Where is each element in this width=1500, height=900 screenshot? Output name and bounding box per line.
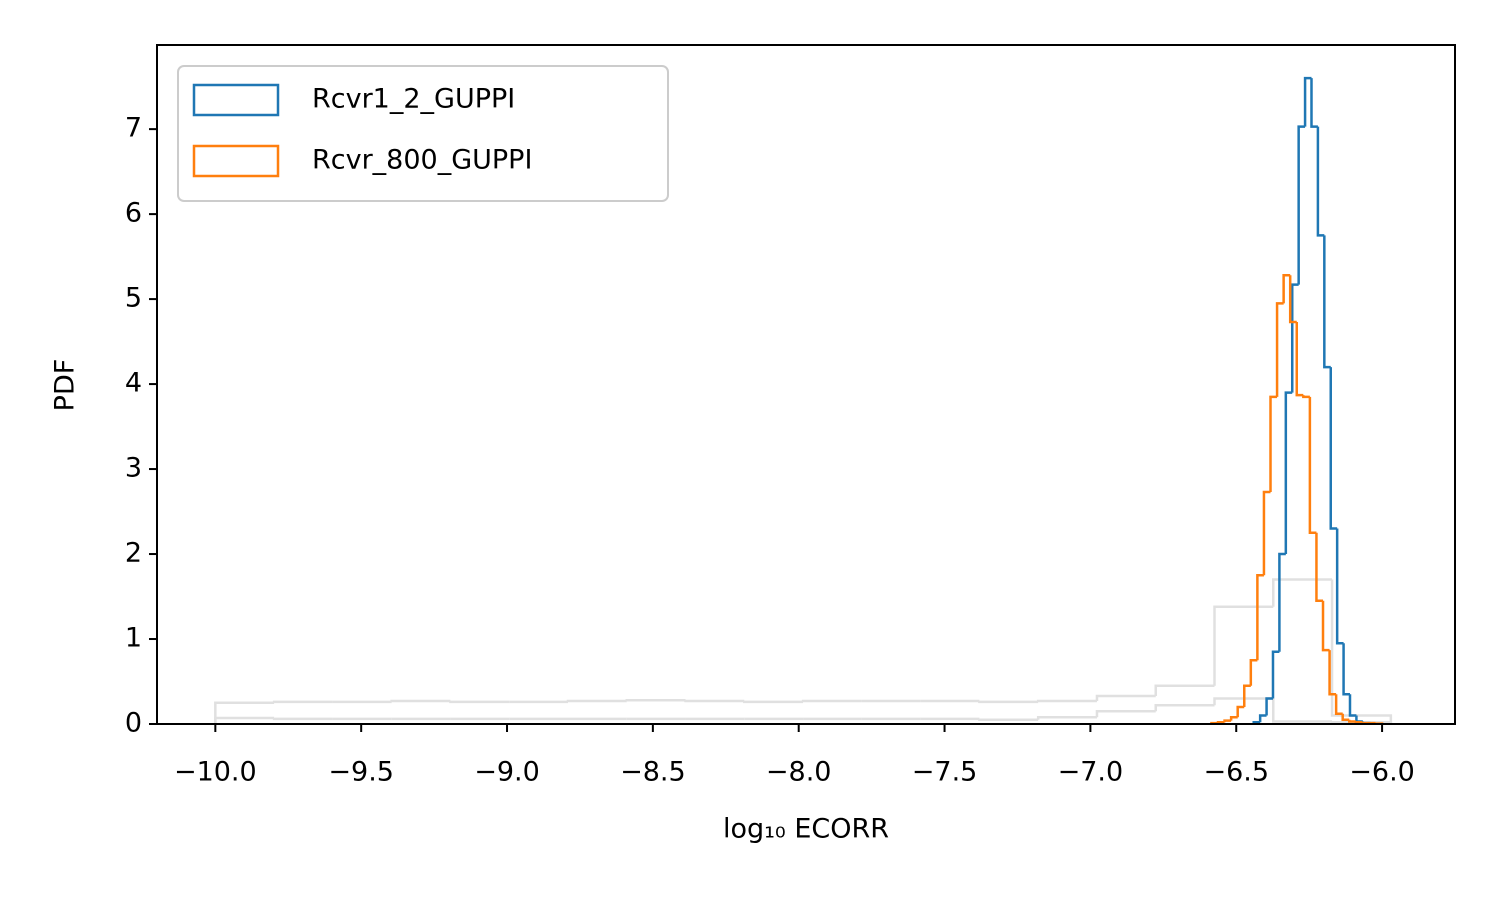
- histogram-step: [1341, 713, 1350, 722]
- plot-area: [214, 76, 1393, 724]
- x-tick-label: −9.5: [328, 757, 394, 788]
- histogram-step: [566, 699, 627, 703]
- histogram-step: [1271, 650, 1280, 699]
- histogram-step: [1213, 605, 1274, 686]
- histogram-step: [743, 700, 804, 704]
- histogram-step: [801, 699, 862, 703]
- x-tick-label: −6.0: [1349, 757, 1415, 788]
- histogram-step: [1036, 715, 1097, 720]
- x-axis-label: log₁₀ ECORR: [723, 814, 889, 845]
- histogram-step: [1154, 684, 1215, 696]
- histogram-step: [1335, 528, 1344, 645]
- x-tick-label: −7.0: [1058, 757, 1124, 788]
- histogram-step: [1303, 76, 1312, 127]
- histogram-step: [1256, 574, 1264, 661]
- histogram-step: [1272, 578, 1333, 607]
- x-tick-label: −7.5: [912, 757, 978, 788]
- x-tick-label: −8.5: [620, 757, 686, 788]
- x-tick-label: −6.5: [1203, 757, 1269, 788]
- histogram-step: [1269, 395, 1278, 493]
- histogram-step: [1275, 302, 1284, 397]
- histogram-step: [1213, 697, 1274, 706]
- histogram-step: [978, 718, 1039, 722]
- histogram-step: [1288, 275, 1297, 324]
- x-tick-label: −8.0: [766, 757, 832, 788]
- histogram-step: [1315, 532, 1324, 603]
- histogram-step: [1154, 704, 1215, 712]
- histogram-step: [1321, 600, 1330, 652]
- histogram-step: [625, 698, 686, 702]
- histogram-series: [1210, 274, 1384, 724]
- histogram-step: [1284, 391, 1293, 555]
- x-tick-label: −9.0: [474, 757, 540, 788]
- histogram-step: [1348, 694, 1357, 717]
- histogram-step: [978, 700, 1039, 704]
- histogram-step: [1258, 714, 1267, 723]
- legend: Rcvr1_2_GUPPI Rcvr_800_GUPPI: [177, 65, 669, 202]
- histogram-step: [1282, 274, 1291, 304]
- legend-box: [177, 65, 669, 202]
- y-tick-label: 2: [125, 538, 142, 569]
- histogram-step: [1243, 684, 1251, 708]
- histogram-step: [1302, 395, 1310, 399]
- legend-label: Rcvr1_2_GUPPI: [312, 84, 515, 115]
- histogram-step: [1216, 721, 1225, 724]
- y-tick-label: 6: [125, 198, 142, 229]
- histogram-step: [1095, 694, 1156, 702]
- y-tick-label: 1: [125, 623, 142, 654]
- histogram-step: [1297, 125, 1306, 285]
- histogram-series: [214, 697, 1393, 724]
- legend-swatch: [192, 144, 280, 178]
- histogram-step: [1316, 126, 1325, 237]
- histogram-step: [390, 699, 451, 703]
- histogram-step: [1249, 659, 1258, 686]
- histogram-step: [1348, 719, 1356, 723]
- histogram-step: [1290, 283, 1299, 393]
- y-tick-label: 3: [125, 453, 142, 484]
- histogram-step: [1236, 705, 1245, 718]
- y-axis-label: PDF: [50, 359, 81, 412]
- histogram-step: [1330, 579, 1393, 724]
- x-tick-label: −10.0: [174, 757, 257, 788]
- histogram-step: [1095, 710, 1156, 718]
- legend-swatch: [192, 83, 280, 117]
- histogram-series: [214, 578, 1393, 724]
- y-tick-label: 5: [125, 283, 142, 314]
- histogram-step: [1329, 367, 1338, 530]
- histogram-step: [214, 716, 275, 724]
- histogram-step: [1323, 235, 1331, 369]
- y-tick-label: 4: [125, 368, 142, 399]
- histogram-step: [1223, 719, 1232, 723]
- histogram-step: [1272, 698, 1333, 723]
- histogram-step: [1310, 78, 1318, 128]
- histogram-step: [449, 700, 510, 704]
- legend-label: Rcvr_800_GUPPI: [312, 145, 532, 176]
- y-tick-label: 0: [125, 708, 142, 739]
- histogram-step: [272, 717, 333, 721]
- histogram-step: [272, 700, 333, 704]
- histogram-step: [1262, 490, 1271, 576]
- histogram-step: [1308, 396, 1317, 535]
- histogram-step: [1036, 699, 1097, 703]
- histogram-step: [1328, 650, 1337, 696]
- histogram-step: [684, 699, 745, 703]
- histogram-step: [1265, 697, 1273, 716]
- y-tick-label: 7: [125, 113, 142, 144]
- histogram-step: [1342, 643, 1350, 696]
- histogram-step: [1278, 552, 1286, 652]
- histogram-step: [1354, 721, 1363, 724]
- histogram-step: [1295, 322, 1304, 397]
- histogram-step: [1229, 715, 1238, 721]
- histogram-step: [1334, 694, 1343, 716]
